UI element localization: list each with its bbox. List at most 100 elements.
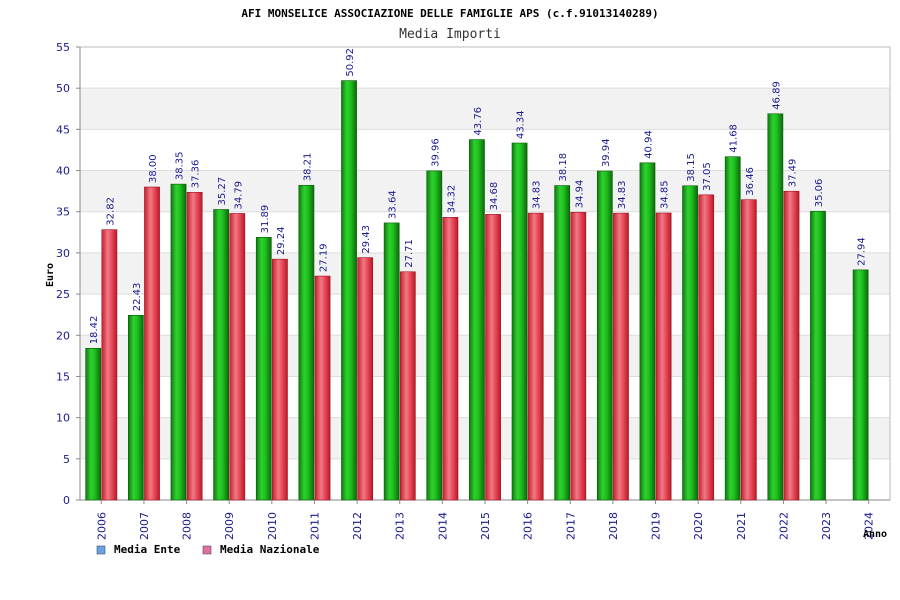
bar-media-ente [255, 237, 272, 501]
x-tick-label: 2017 [564, 512, 577, 540]
bar-media-nazionale [655, 212, 672, 501]
bar-media-nazionale [272, 258, 288, 501]
bar-media-nazionale [613, 212, 629, 501]
bar-media-nazionale [314, 275, 331, 501]
bar-media-ente [810, 210, 826, 501]
data-label: 34.79 [233, 181, 244, 210]
chart-title: AFI MONSELICE ASSOCIAZIONE DELLE FAMIGLI… [241, 7, 658, 20]
y-tick-label: 35 [56, 206, 70, 219]
data-label: 40.94 [643, 130, 654, 159]
y-tick-label: 15 [56, 370, 70, 383]
bar-media-ente [383, 222, 400, 501]
data-label: 27.19 [319, 243, 330, 272]
data-label: 46.89 [771, 81, 782, 110]
bar-media-ente [341, 80, 357, 501]
x-tick-label: 2010 [266, 512, 279, 540]
data-label: 18.42 [89, 316, 100, 345]
grid-band [80, 47, 890, 89]
data-label: 38.18 [558, 153, 569, 182]
bar-media-ente [767, 113, 784, 501]
x-tick-label: 2015 [479, 512, 492, 540]
data-label: 37.36 [191, 160, 202, 189]
legend-label-nazionale: Media Nazionale [220, 543, 320, 556]
data-label: 29.24 [276, 227, 287, 256]
data-label: 41.68 [729, 124, 740, 153]
x-tick-label: 2011 [308, 512, 321, 540]
grid-band [80, 88, 890, 130]
x-tick-label: 2020 [692, 512, 705, 540]
y-tick-label: 10 [56, 412, 70, 425]
data-label: 35.06 [814, 179, 825, 208]
y-tick-label: 50 [56, 82, 70, 95]
bar-media-nazionale [442, 217, 459, 501]
data-label: 43.76 [473, 107, 484, 136]
data-label: 34.68 [489, 182, 500, 211]
legend: Media Ente Media Nazionale [96, 543, 320, 556]
data-label: 37.49 [787, 159, 798, 188]
grid-band [80, 129, 890, 171]
bar-media-ente [426, 170, 443, 501]
data-label: 33.64 [388, 190, 399, 219]
data-label: 29.43 [361, 225, 372, 254]
bar-media-nazionale [144, 186, 160, 501]
data-label: 31.89 [260, 205, 271, 234]
legend-swatch-ente [96, 545, 106, 555]
bar-media-ente [724, 156, 741, 501]
bar-media-ente [85, 347, 102, 501]
bar-media-nazionale [570, 211, 587, 501]
x-tick-label: 2022 [777, 512, 790, 540]
data-label: 43.34 [516, 110, 527, 139]
x-tick-label: 2008 [181, 512, 194, 540]
bar-media-ente [682, 185, 698, 501]
bar-media-ente [213, 209, 230, 501]
data-label: 32.82 [105, 197, 116, 226]
y-axis-label: Euro [45, 263, 56, 287]
legend-label-ente: Media Ente [114, 543, 181, 556]
y-tick-label: 30 [56, 247, 70, 260]
data-label: 39.94 [601, 138, 612, 167]
data-label: 22.43 [132, 283, 143, 312]
data-label: 38.00 [148, 154, 159, 183]
bar-media-ente [596, 170, 613, 501]
bar-media-nazionale [783, 190, 800, 501]
x-tick-label: 2019 [650, 512, 663, 540]
y-tick-label: 0 [63, 494, 70, 507]
y-tick-label: 5 [63, 453, 70, 466]
data-label: 50.92 [345, 48, 356, 77]
bar-media-nazionale [186, 191, 203, 501]
data-label: 36.46 [745, 167, 756, 196]
bar-media-nazionale [485, 214, 501, 501]
data-label: 38.35 [175, 151, 186, 180]
data-label: 34.94 [574, 180, 585, 209]
bar-media-ente [852, 269, 869, 501]
x-tick-label: 2018 [607, 512, 620, 540]
bar-media-ente [639, 162, 656, 501]
y-tick-label: 20 [56, 329, 70, 342]
bar-media-ente [554, 185, 571, 501]
bar-media-nazionale [527, 212, 544, 501]
data-label: 27.94 [857, 237, 868, 266]
bar-media-nazionale [740, 199, 757, 501]
data-label: 37.05 [702, 162, 713, 191]
x-tick-label: 2012 [351, 512, 364, 540]
legend-swatch-nazionale [202, 545, 212, 555]
x-tick-label: 2013 [394, 512, 407, 540]
data-label: 39.96 [430, 138, 441, 167]
x-tick-label: 2009 [223, 512, 236, 540]
data-label: 34.85 [660, 180, 671, 209]
data-label: 35.27 [217, 177, 228, 206]
x-tick-label: 2007 [138, 512, 151, 540]
bar-media-nazionale [399, 271, 416, 501]
x-tick-label: 2021 [735, 512, 748, 540]
y-tick-label: 40 [56, 165, 70, 178]
data-label: 34.83 [617, 180, 628, 209]
bar-media-ente [170, 183, 187, 501]
plot-area: 0 5 10 15 20 25 30 35 40 45 50 55 18.42 32.82 2006 22.4… [56, 41, 891, 540]
bar-media-nazionale [698, 194, 715, 501]
data-label: 34.83 [532, 180, 543, 209]
x-tick-label: 2006 [95, 512, 108, 540]
data-label: 34.32 [446, 185, 457, 214]
bar-media-ente [511, 142, 528, 501]
bar-media-ente [469, 139, 485, 501]
y-tick-label: 45 [56, 123, 70, 136]
